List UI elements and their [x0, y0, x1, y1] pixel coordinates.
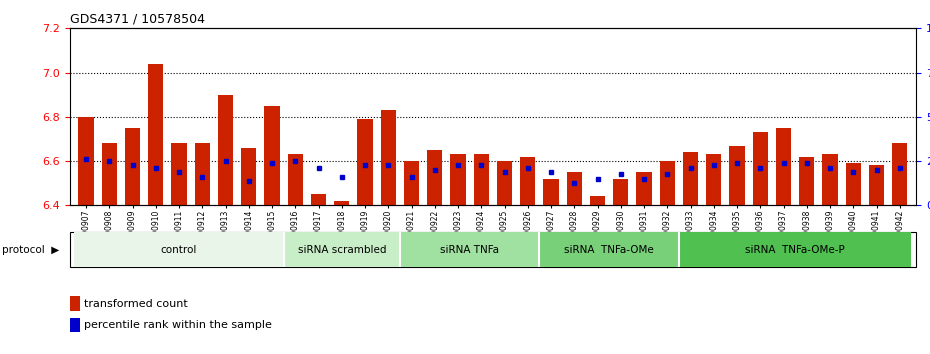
Text: protocol  ▶: protocol ▶: [2, 245, 60, 255]
Bar: [171, 143, 187, 205]
Bar: [590, 196, 605, 205]
Bar: [70, 296, 80, 311]
Bar: [334, 201, 350, 205]
Bar: [311, 194, 326, 205]
Bar: [845, 163, 861, 205]
Bar: [78, 117, 94, 205]
Bar: [683, 152, 698, 205]
Bar: [148, 64, 164, 205]
Bar: [404, 161, 419, 205]
Bar: [450, 154, 466, 205]
Bar: [284, 232, 400, 267]
Bar: [287, 154, 303, 205]
Bar: [74, 232, 284, 267]
Bar: [679, 232, 911, 267]
Text: siRNA TNFa: siRNA TNFa: [440, 245, 499, 255]
Bar: [706, 154, 722, 205]
Bar: [636, 172, 652, 205]
Text: siRNA  TNFa-OMe-P: siRNA TNFa-OMe-P: [745, 245, 845, 255]
Bar: [427, 150, 443, 205]
Text: siRNA scrambled: siRNA scrambled: [298, 245, 386, 255]
Text: control: control: [161, 245, 197, 255]
Bar: [473, 154, 489, 205]
Bar: [497, 161, 512, 205]
Bar: [892, 143, 908, 205]
Bar: [729, 145, 745, 205]
Bar: [613, 179, 629, 205]
Bar: [380, 110, 396, 205]
Bar: [194, 143, 210, 205]
Bar: [752, 132, 768, 205]
Bar: [101, 143, 117, 205]
Bar: [566, 172, 582, 205]
Text: siRNA  TNFa-OMe: siRNA TNFa-OMe: [565, 245, 654, 255]
Bar: [822, 154, 838, 205]
Bar: [357, 119, 373, 205]
Bar: [543, 179, 559, 205]
Text: percentile rank within the sample: percentile rank within the sample: [84, 320, 272, 330]
Text: transformed count: transformed count: [84, 299, 188, 309]
Bar: [539, 232, 679, 267]
Bar: [218, 95, 233, 205]
Bar: [520, 156, 536, 205]
Text: GDS4371 / 10578504: GDS4371 / 10578504: [70, 13, 205, 26]
Bar: [264, 106, 280, 205]
Bar: [70, 318, 80, 332]
Bar: [869, 165, 884, 205]
Bar: [400, 232, 539, 267]
Bar: [241, 148, 257, 205]
Bar: [799, 156, 815, 205]
Bar: [659, 161, 675, 205]
Bar: [776, 128, 791, 205]
Bar: [125, 128, 140, 205]
